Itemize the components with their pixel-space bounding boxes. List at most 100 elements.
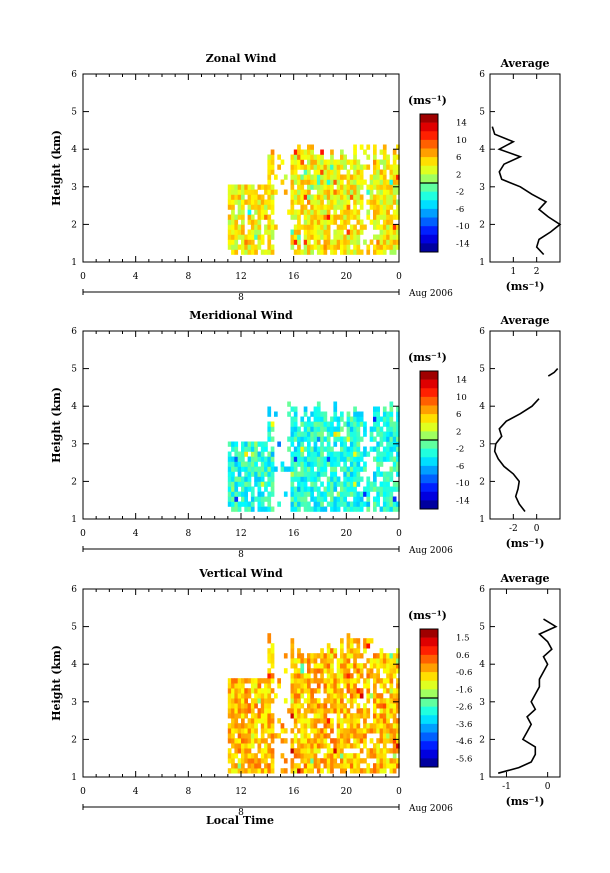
heatmap-cell (323, 703, 328, 709)
heatmap-cell (340, 209, 344, 215)
heatmap-cell (356, 234, 361, 240)
heatmap-cell (336, 481, 341, 487)
heatmap-cell (396, 239, 400, 245)
heatmap-cell (333, 673, 338, 679)
heatmap-cell (326, 658, 331, 664)
heatmap-cell (340, 678, 344, 684)
heatmap-cell (346, 416, 351, 422)
heatmap-cell (237, 728, 242, 734)
heatmap-cell (264, 723, 268, 729)
heatmap-cell (264, 713, 268, 719)
heatmap-cell (293, 189, 298, 195)
heatmap-cell (386, 678, 390, 684)
heatmap-cell (234, 234, 239, 240)
heatmap-cell (267, 748, 272, 754)
heatmap-cell (247, 753, 252, 759)
heatmap-cell (353, 426, 357, 432)
x-tick-label: 16 (288, 529, 300, 539)
heatmap-cell (349, 194, 354, 200)
heatmap-cell (343, 199, 347, 205)
heatmap-cell (293, 149, 298, 155)
heatmap-cell (267, 648, 272, 654)
heatmap-cell (250, 678, 255, 684)
date-label: Aug 2006 (408, 804, 453, 814)
heatmap-cell (336, 159, 341, 165)
heatmap-cell (326, 164, 331, 170)
heatmap-cell (254, 456, 258, 462)
heatmap-cell (257, 234, 262, 240)
y-tick-label: 3 (71, 698, 77, 708)
heatmap-cell (290, 501, 295, 507)
heatmap-cell (297, 234, 301, 240)
heatmap-cell (260, 441, 265, 447)
heatmap-cell (369, 189, 374, 195)
heatmap-cell (386, 486, 390, 492)
x-tick-label: 8 (185, 272, 191, 282)
heatmap-cell (340, 451, 344, 457)
heatmap-cell (310, 179, 314, 185)
heatmap-cell (323, 653, 328, 659)
heatmap-cell (373, 421, 377, 427)
heatmap-cell (336, 708, 341, 714)
heatmap-cell (363, 421, 367, 427)
heatmap-cell (353, 501, 357, 507)
heatmap-cell (373, 481, 377, 487)
heatmap-cell (356, 416, 361, 422)
heatmap-cell (316, 456, 321, 462)
heatmap-cell (250, 688, 255, 694)
heatmap-cell (297, 688, 301, 694)
heatmap-cell (373, 496, 377, 502)
heatmap-cell (359, 758, 364, 764)
heatmap-cell (349, 441, 354, 447)
heatmap-cell (234, 466, 239, 472)
heatmap-cell (320, 663, 324, 669)
heatmap-cell (396, 663, 400, 669)
heatmap-cell (316, 169, 321, 175)
heatmap-cell (300, 446, 305, 452)
heatmap-cell (386, 214, 390, 220)
colorbar-tick-label: 2 (456, 427, 461, 437)
heatmap-cell (346, 648, 351, 654)
heatmap-cell (237, 763, 242, 769)
heatmap-cell (389, 194, 394, 200)
heatmap-cell (270, 249, 275, 255)
heatmap-cell (373, 748, 377, 754)
heatmap-cell (353, 406, 357, 412)
heatmap-cell (363, 638, 367, 644)
heatmap-cell (250, 738, 255, 744)
heatmap-cell (353, 688, 357, 694)
heatmap-cell (303, 481, 308, 487)
heatmap-cell (270, 169, 275, 175)
heatmap-cell (373, 199, 377, 205)
heatmap-cell (234, 501, 239, 507)
heatmap-cell (287, 401, 291, 407)
heatmap-cell (373, 658, 377, 664)
heatmap-cell (320, 149, 324, 155)
heatmap-cell (396, 456, 400, 462)
heatmap-cell (396, 723, 400, 729)
heatmap-cell (326, 768, 331, 774)
heatmap-cell (310, 164, 314, 170)
heatmap-cell (382, 708, 387, 714)
heatmap-cell (323, 179, 328, 185)
heatmap-cell (307, 244, 311, 250)
heatmap-cell (382, 678, 387, 684)
heatmap-cell (386, 204, 390, 210)
heatmap-cell (330, 688, 334, 694)
heatmap-cell (396, 169, 400, 175)
heatmap-cell (307, 214, 311, 220)
heatmap-cell (382, 406, 387, 412)
heatmap-cell (313, 753, 318, 759)
heatmap-cell (313, 703, 318, 709)
heatmap-cell (293, 471, 298, 477)
heatmap-cell (386, 194, 390, 200)
heatmap-cell (290, 748, 295, 754)
heatmap-cell (382, 768, 387, 774)
heatmap-cell (336, 189, 341, 195)
heatmap-cell (373, 663, 377, 669)
heatmap-cell (320, 436, 324, 442)
y-axis-label: Height (km) (50, 130, 63, 206)
panel-title: Meridional Wind (189, 309, 293, 322)
heatmap-cell (260, 738, 265, 744)
